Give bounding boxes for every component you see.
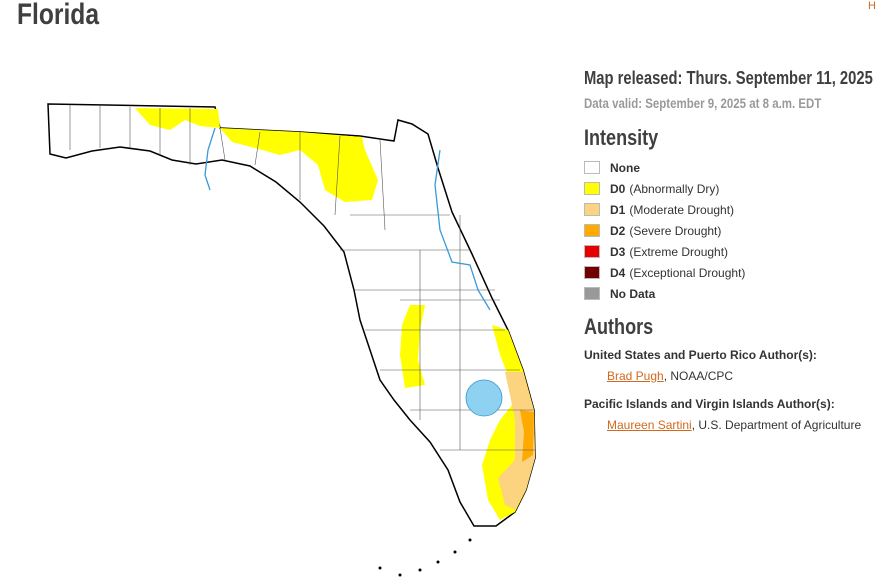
legend-item: D3 (Extreme Drought) (584, 241, 745, 262)
legend-desc: (Exceptional Drought) (629, 265, 746, 280)
author-affiliation: , NOAA/CPC (663, 369, 734, 383)
authors-title: Authors (584, 314, 654, 339)
corner-link[interactable]: H (868, 0, 876, 12)
legend-desc: (Moderate Drought) (629, 202, 735, 217)
state-outline (47, 103, 536, 527)
keys (378, 538, 472, 577)
legend-item: None (584, 157, 745, 178)
legend-code: D1 (610, 202, 626, 217)
legend-swatch (584, 245, 600, 258)
drought-map (47, 103, 536, 577)
legend-code: No Data (610, 286, 656, 301)
legend-desc: (Extreme Drought) (629, 244, 729, 259)
legend-code: D2 (610, 223, 626, 238)
legend-item: D0 (Abnormally Dry) (584, 178, 745, 199)
legend-item: D1 (Moderate Drought) (584, 199, 745, 220)
author-link[interactable]: Maureen Sartini (607, 418, 692, 432)
legend-item: No Data (584, 283, 745, 304)
drought-areas (135, 108, 535, 520)
data-valid: Data valid: September 9, 2025 at 8 a.m. … (584, 95, 822, 111)
legend-desc: (Severe Drought) (629, 223, 722, 238)
legend-swatch (584, 287, 600, 300)
legend-item: D2 (Severe Drought) (584, 220, 745, 241)
lake (465, 379, 503, 417)
legend-item: D4 (Exceptional Drought) (584, 262, 745, 283)
author-line: Brad Pugh, NOAA/CPC (607, 369, 861, 383)
author-link[interactable]: Brad Pugh (607, 369, 664, 383)
author-line: Maureen Sartini, U.S. Department of Agri… (607, 418, 861, 432)
legend-swatch (584, 266, 600, 279)
legend-code: D3 (610, 244, 626, 259)
legend-swatch (584, 224, 600, 237)
legend-swatch (584, 203, 600, 216)
authors: United States and Puerto Rico Author(s):… (584, 348, 861, 432)
legend-code: D4 (610, 265, 626, 280)
legend-code: D0 (610, 181, 626, 196)
author-affiliation: , U.S. Department of Agriculture (691, 418, 862, 432)
legend-swatch (584, 182, 600, 195)
legend-title: Intensity (584, 125, 659, 150)
rivers (204, 127, 491, 311)
legend: None D0 (Abnormally Dry) D1 (Moderate Drough… (584, 157, 745, 304)
author-heading: Pacific Islands and Virgin Islands Autho… (584, 397, 835, 411)
page-title: Florida (17, 0, 100, 31)
legend-swatch (584, 161, 600, 174)
legend-code: None (610, 160, 640, 175)
map-released: Map released: Thurs. September 11, 2025 (584, 68, 873, 88)
author-heading: United States and Puerto Rico Author(s): (584, 348, 817, 362)
legend-desc: (Abnormally Dry) (629, 181, 720, 196)
